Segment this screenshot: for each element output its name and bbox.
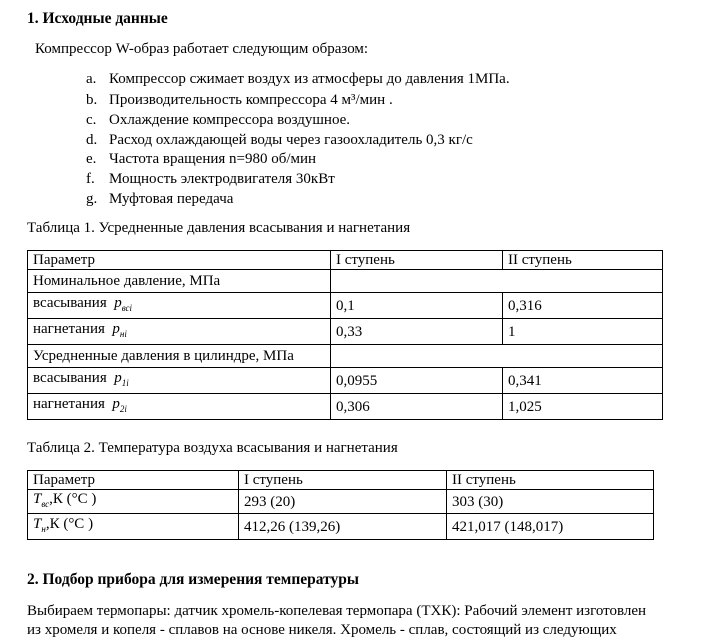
value-cell: 0,1	[330, 292, 503, 319]
table-row: всасывания p1i 0,0955 0,341	[27, 367, 663, 394]
header-cell: I ступень	[238, 470, 447, 490]
list-text: Мощность электродвигателя 30кВт	[109, 171, 335, 187]
value-cell: 412,26 (139,26)	[238, 513, 447, 540]
list-text: Частота вращения n=980 об/мин	[109, 151, 317, 167]
list-marker: c.	[86, 112, 97, 128]
group-row: Номинальное давление, МПа	[27, 269, 663, 293]
symbol: T	[33, 491, 42, 507]
list-marker: b.	[86, 92, 98, 108]
list-text: Муфтовая передача	[109, 191, 234, 207]
symbol-subscript: 2i	[119, 404, 127, 414]
group-cell: Усредненные давления в цилиндре, МПа	[27, 344, 331, 368]
section-2-title: 2. Подбор прибора для измерения температ…	[27, 571, 360, 588]
list-marker: d.	[86, 132, 98, 148]
symbol: T	[33, 516, 42, 532]
value-cell: 0,0955	[330, 367, 503, 394]
value-cell: 1,025	[502, 393, 663, 420]
symbol: p	[112, 321, 120, 337]
header-cell: I ступень	[330, 250, 503, 270]
row-label: всасывания	[33, 295, 107, 311]
value-cell: 0,316	[502, 292, 663, 319]
row-label: нагнетания	[33, 321, 105, 337]
symbol-subscript: н	[41, 524, 46, 534]
group-cell: Номинальное давление, МПа	[27, 269, 331, 293]
table-1-caption: Таблица 1. Усредненные давления всасыван…	[27, 220, 411, 236]
unit: ,К (°C )	[49, 491, 97, 507]
header-cell: II ступень	[502, 250, 663, 270]
row-label: всасывания	[33, 370, 107, 386]
table-2: Параметр I ступень II ступень Tвс,К (°C ) 2…	[27, 470, 654, 540]
value-cell: 303 (30)	[446, 489, 654, 514]
table-1: Параметр I ступень II ступень Номинальное …	[27, 250, 663, 420]
paragraph-line: Выбираем термопары: датчик хромель-копел…	[27, 603, 647, 619]
table-row: Tвс,К (°C ) 293 (20) 303 (30)	[27, 489, 654, 514]
table-row: нагнетания p2i 0,306 1,025	[27, 393, 663, 420]
list-text: Производительность компрессора 4 м³/мин …	[109, 92, 393, 108]
table-header-row: Параметр I ступень II ступень	[27, 250, 663, 270]
symbol: p	[112, 396, 120, 412]
table-header-row: Параметр I ступень II ступень	[27, 470, 654, 490]
table-2-caption: Таблица 2. Температура воздуха всасывани…	[27, 440, 398, 456]
list-text: Расход охлаждающей воды через газоохлади…	[109, 132, 473, 148]
section-1-title: 1. Исходные данные	[27, 10, 168, 27]
symbol: p	[114, 295, 122, 311]
value-cell: 421,017 (148,017)	[446, 513, 654, 540]
header-cell: II ступень	[446, 470, 654, 490]
symbol-subscript: 1i	[121, 378, 129, 388]
list-marker: e.	[86, 151, 97, 167]
header-cell: Параметр	[27, 250, 331, 270]
value-cell: 0,306	[330, 393, 503, 420]
table-row: Tн,К (°C ) 412,26 (139,26) 421,017 (148,01…	[27, 513, 654, 540]
symbol-subscript: вс	[41, 499, 50, 509]
header-cell: Параметр	[27, 470, 239, 490]
symbol: p	[114, 370, 122, 386]
row-label: нагнетания	[33, 396, 105, 412]
list-text: Охлаждение компрессора воздушное.	[109, 112, 351, 128]
value-cell: 1	[502, 318, 663, 345]
table-row: нагнетания pнi 0,33 1	[27, 318, 663, 345]
value-cell: 293 (20)	[238, 489, 447, 514]
list-marker: f.	[86, 171, 95, 187]
intro-text: Компрессор W-образ работает следующим об…	[35, 41, 369, 57]
table-row: всасывания pвсi 0,1 0,316	[27, 292, 663, 319]
symbol-subscript: всi	[121, 303, 133, 313]
group-row: Усредненные давления в цилиндре, МПа	[27, 344, 663, 368]
list-marker: a.	[86, 71, 97, 87]
value-cell: 0,33	[330, 318, 503, 345]
list-text: Компрессор сжимает воздух из атмосферы д…	[109, 71, 510, 87]
list-marker: g.	[86, 191, 98, 207]
value-cell: 0,341	[502, 367, 663, 394]
paragraph-line: из хромеля и копеля - сплавов на основе …	[27, 622, 617, 638]
symbol-subscript: нi	[119, 329, 127, 339]
unit: ,К (°C )	[45, 516, 94, 532]
